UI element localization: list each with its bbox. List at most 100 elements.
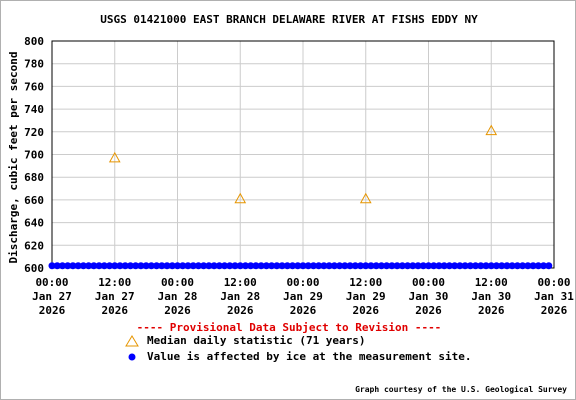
ice-point bbox=[158, 262, 166, 270]
ice-point bbox=[513, 262, 521, 270]
x-tick-time: 00:00 bbox=[35, 276, 68, 289]
ice-point bbox=[320, 262, 328, 270]
x-tick-year: 2026 bbox=[415, 304, 442, 317]
ice-point bbox=[90, 262, 98, 270]
ice-point bbox=[79, 262, 87, 270]
legend-ice-label: Value is affected by ice at the measurem… bbox=[147, 350, 472, 363]
ice-point bbox=[153, 262, 161, 270]
x-tick-date: Jan 30 bbox=[471, 290, 511, 303]
legend-median-label: Median daily statistic (71 years) bbox=[147, 334, 366, 347]
ice-point bbox=[163, 262, 171, 270]
ice-point bbox=[231, 262, 239, 270]
ice-point bbox=[58, 262, 66, 270]
x-tick-time: 12:00 bbox=[98, 276, 131, 289]
ice-point bbox=[440, 262, 448, 270]
ice-point bbox=[64, 262, 72, 270]
ice-point bbox=[519, 262, 527, 270]
x-tick-year: 2026 bbox=[164, 304, 191, 317]
ice-point bbox=[304, 262, 312, 270]
ice-point bbox=[357, 262, 365, 270]
x-tick-year: 2026 bbox=[541, 304, 568, 317]
ice-point bbox=[482, 262, 490, 270]
x-tick-year: 2026 bbox=[39, 304, 66, 317]
x-tick-date: Jan 27 bbox=[95, 290, 135, 303]
ice-point bbox=[247, 262, 255, 270]
ice-point bbox=[262, 262, 270, 270]
ice-point bbox=[383, 262, 391, 270]
y-tick-label: 800 bbox=[24, 35, 44, 48]
ice-point bbox=[74, 262, 82, 270]
x-tick-time: 00:00 bbox=[286, 276, 319, 289]
ice-point bbox=[53, 262, 61, 270]
ice-point bbox=[147, 262, 155, 270]
ice-point bbox=[456, 262, 464, 270]
ice-point bbox=[294, 262, 302, 270]
y-tick-label: 660 bbox=[24, 194, 44, 207]
y-tick-label: 700 bbox=[24, 149, 44, 162]
ice-point bbox=[273, 262, 281, 270]
x-tick-date: Jan 29 bbox=[346, 290, 386, 303]
ice-point bbox=[221, 262, 229, 270]
ice-point bbox=[257, 262, 265, 270]
ice-point bbox=[210, 262, 218, 270]
ice-point bbox=[137, 262, 145, 270]
x-tick-year: 2026 bbox=[102, 304, 129, 317]
ice-point bbox=[425, 262, 432, 270]
ice-point bbox=[121, 262, 129, 270]
ice-point bbox=[388, 262, 396, 270]
ice-point bbox=[372, 262, 380, 270]
ice-point bbox=[529, 262, 537, 270]
ice-point bbox=[524, 262, 532, 270]
provisional-note: ---- Provisional Data Subject to Revisio… bbox=[136, 321, 442, 334]
y-tick-label: 620 bbox=[24, 239, 44, 252]
ice-point bbox=[278, 262, 286, 270]
median-point bbox=[359, 192, 372, 204]
ice-point bbox=[283, 262, 291, 270]
ice-point bbox=[48, 262, 56, 270]
ice-point bbox=[393, 262, 401, 270]
ice-point bbox=[236, 262, 244, 270]
ice-point bbox=[419, 262, 427, 270]
triangle-icon bbox=[125, 334, 139, 346]
median-point bbox=[234, 192, 247, 204]
ice-point bbox=[451, 262, 459, 270]
x-tick-time: 12:00 bbox=[224, 276, 257, 289]
ice-point bbox=[100, 262, 108, 270]
dot-icon bbox=[128, 353, 136, 360]
x-tick-year: 2026 bbox=[290, 304, 317, 317]
ice-point bbox=[435, 262, 443, 270]
y-tick-label: 680 bbox=[24, 171, 44, 184]
ice-point bbox=[325, 262, 333, 270]
ice-point bbox=[508, 262, 516, 270]
ice-point bbox=[289, 262, 297, 270]
x-tick-date: Jan 27 bbox=[32, 290, 72, 303]
ice-point bbox=[95, 262, 103, 270]
ice-point bbox=[309, 262, 317, 270]
courtesy-note: Graph courtesy of the U.S. Geological Su… bbox=[355, 385, 567, 394]
x-tick-date: Jan 28 bbox=[158, 290, 198, 303]
x-tick-date: Jan 29 bbox=[283, 290, 323, 303]
ice-point bbox=[85, 262, 93, 270]
x-tick-year: 2026 bbox=[353, 304, 380, 317]
ice-point bbox=[472, 262, 480, 270]
ice-point bbox=[398, 262, 406, 270]
ice-point bbox=[205, 262, 213, 270]
y-tick-label: 780 bbox=[24, 58, 44, 71]
ice-point bbox=[315, 262, 323, 270]
ice-point bbox=[498, 262, 506, 270]
ice-point bbox=[126, 262, 134, 270]
x-tick-year: 2026 bbox=[227, 304, 254, 317]
ice-point bbox=[346, 262, 354, 270]
ice-point bbox=[487, 262, 495, 270]
ice-point bbox=[351, 262, 359, 270]
ice-point bbox=[414, 262, 422, 270]
ice-point bbox=[377, 262, 385, 270]
y-tick-label: 740 bbox=[24, 103, 44, 116]
ice-point bbox=[503, 262, 511, 270]
y-tick-label: 640 bbox=[24, 217, 44, 230]
ice-point bbox=[545, 262, 553, 270]
ice-point bbox=[168, 262, 176, 270]
ice-point bbox=[226, 262, 234, 270]
ice-point bbox=[189, 262, 197, 270]
legend-ice: Value is affected by ice at the measurem… bbox=[125, 350, 472, 363]
